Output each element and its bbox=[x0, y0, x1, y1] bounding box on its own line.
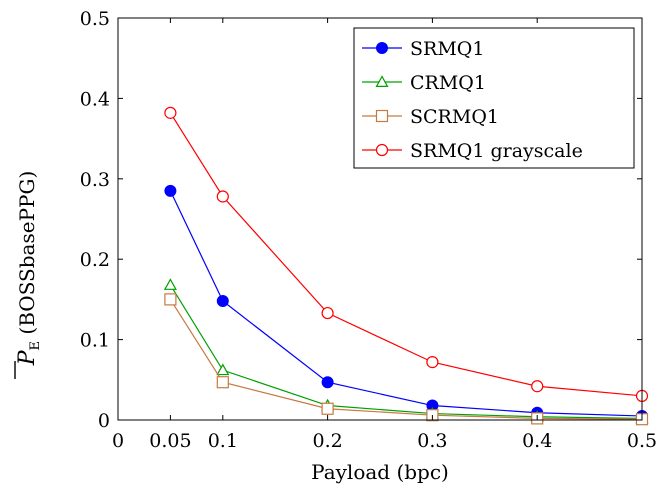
x-tick-label: 0 bbox=[112, 430, 124, 452]
series-scrmq1 bbox=[164, 293, 649, 426]
data-point-srmq1 bbox=[216, 295, 229, 308]
data-point-srmq1 bbox=[164, 184, 177, 197]
x-tick-label: 0.5 bbox=[627, 430, 657, 452]
y-axis-label-paren: (BOSSbasePPG) bbox=[15, 171, 39, 335]
legend-label: CRMQ1 bbox=[410, 72, 486, 94]
legend-label: SRMQ1 bbox=[410, 38, 484, 60]
y-axis-label-symbol: P bbox=[15, 349, 40, 366]
y-axis-label: PE (BOSSbasePPG) bbox=[14, 171, 43, 379]
x-tick-label: 0.4 bbox=[522, 430, 552, 452]
y-tick-label: 0 bbox=[98, 410, 110, 432]
plot-frame bbox=[117, 17, 643, 421]
plot-area bbox=[163, 106, 649, 426]
data-point-srmq1-grayscale bbox=[216, 190, 229, 203]
data-point-srmq1 bbox=[321, 376, 334, 389]
data-point-srmq1-grayscale bbox=[164, 106, 177, 119]
legend-entry: CRMQ1 bbox=[362, 72, 486, 94]
svg-text:PE (BOSSbasePPG): PE (BOSSbasePPG) bbox=[15, 171, 43, 367]
legend: SRMQ1 CRMQ1 SCRMQ1 SRMQ1 grayscale bbox=[353, 27, 635, 169]
legend-entry: SRMQ1 bbox=[362, 38, 484, 60]
legend-marker bbox=[375, 109, 389, 123]
series-line-crmq1 bbox=[169, 284, 643, 419]
series-srmq1-grayscale bbox=[164, 106, 649, 402]
legend-label: SCRMQ1 bbox=[410, 106, 499, 128]
legend-marker bbox=[375, 75, 389, 88]
data-point-scrmq1 bbox=[164, 293, 177, 306]
x-tick-label: 0.2 bbox=[312, 430, 342, 452]
legend-marker bbox=[375, 143, 389, 157]
x-tick-label: 0.3 bbox=[417, 430, 447, 452]
y-tick-label: 0.4 bbox=[80, 88, 110, 110]
data-point-srmq1-grayscale bbox=[531, 380, 544, 393]
axes: 0 0.05 0.1 0.2 0.3 0.4 0.5 0 0.1 0.2 0.3 0.4 0.5 bbox=[80, 8, 657, 452]
y-tick-label: 0.3 bbox=[80, 169, 110, 191]
legend-entry: SCRMQ1 bbox=[362, 106, 499, 128]
y-tick-label: 0.5 bbox=[80, 8, 110, 30]
legend-entry: SRMQ1 grayscale bbox=[362, 140, 583, 162]
y-tick-label: 0.2 bbox=[80, 249, 110, 271]
legend-label: SRMQ1 grayscale bbox=[410, 140, 583, 162]
legend-box bbox=[353, 27, 635, 169]
data-point-scrmq1 bbox=[216, 376, 229, 389]
data-point-srmq1-grayscale bbox=[321, 306, 334, 320]
x-tick-label: 0.1 bbox=[208, 430, 238, 452]
y-axis-label-subscript: E bbox=[28, 341, 43, 351]
series-line-srmq1-grayscale bbox=[169, 112, 643, 397]
data-point-scrmq1 bbox=[321, 402, 334, 415]
data-point-crmq1 bbox=[163, 278, 177, 290]
legend-marker bbox=[376, 42, 388, 54]
series-line-srmq1 bbox=[169, 190, 643, 417]
y-tick-label: 0.1 bbox=[80, 330, 110, 352]
data-point-srmq1-grayscale bbox=[426, 356, 439, 369]
series-line-scrmq1 bbox=[169, 299, 643, 420]
x-axis-label: Payload (bpc) bbox=[311, 460, 449, 484]
x-tick-label: 0.05 bbox=[149, 430, 191, 452]
data-point-crmq1 bbox=[216, 363, 230, 376]
series-crmq1 bbox=[163, 278, 649, 424]
